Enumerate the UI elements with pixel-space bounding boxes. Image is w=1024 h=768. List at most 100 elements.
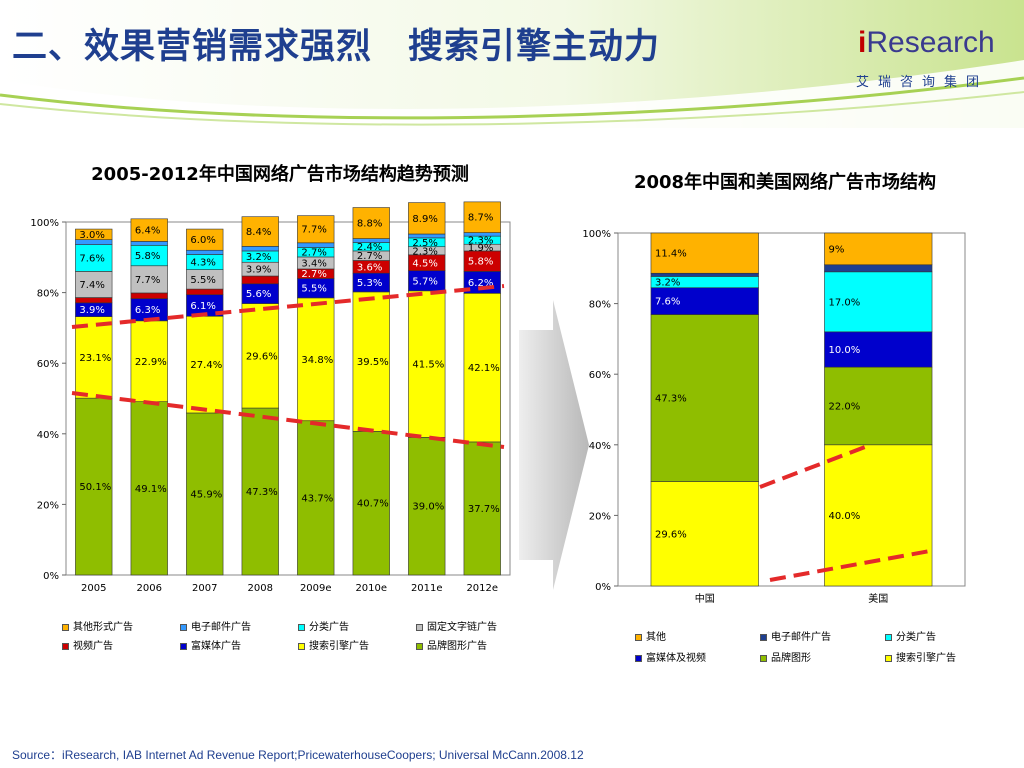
legend-label: 品牌图形 bbox=[771, 653, 811, 664]
bar-segment bbox=[75, 228, 113, 240]
data-label: 47.3% bbox=[246, 487, 278, 498]
legend-swatch bbox=[180, 623, 187, 631]
data-label: 43.7% bbox=[301, 493, 333, 504]
right-arrow-shape bbox=[519, 300, 589, 590]
data-label: 10.0% bbox=[828, 345, 860, 356]
legend-label: 分类广告 bbox=[896, 632, 936, 643]
right-stacked-bar-chart: 0% 20% 40% 60% 80% 100% 中国 美国 29.6% 47.3% 7.6% 3.2%… bbox=[582, 229, 966, 605]
left-chart-title: 2005-2012年中国网络广告市场结构趋势预测 bbox=[91, 164, 469, 185]
legend-swatch bbox=[885, 633, 892, 641]
bar-segment bbox=[130, 241, 168, 246]
legend-swatch bbox=[298, 623, 305, 631]
legend-swatch bbox=[62, 642, 69, 650]
bar-segment bbox=[408, 202, 446, 235]
legend-item: 富媒体广告 bbox=[180, 637, 241, 652]
data-label: 29.6% bbox=[655, 529, 687, 540]
y-tick-label: 100% bbox=[582, 229, 611, 240]
bar-segment bbox=[352, 207, 390, 239]
data-label: 6.2% bbox=[468, 278, 493, 289]
legend-item: 电子邮件广告 bbox=[180, 618, 251, 633]
data-label: 39.0% bbox=[412, 502, 444, 513]
logo-text: Research bbox=[866, 26, 995, 59]
x-tick-label: 2005 bbox=[81, 583, 106, 594]
bar-segment bbox=[824, 444, 933, 587]
data-label: 7.6% bbox=[655, 297, 680, 308]
upper-trend-line bbox=[71, 284, 505, 329]
bar-segment bbox=[241, 275, 279, 285]
legend-swatch bbox=[635, 654, 642, 662]
bar-segment bbox=[186, 228, 224, 251]
legend-label: 其他形式广告 bbox=[73, 622, 133, 633]
legend-swatch bbox=[416, 623, 423, 631]
bar-segment bbox=[824, 366, 933, 446]
bar-segment bbox=[650, 232, 759, 274]
data-label: 6.3% bbox=[135, 305, 160, 316]
legend-swatch bbox=[885, 654, 892, 662]
data-label: 2.3% bbox=[412, 246, 437, 257]
legend-item: 电子邮件广告 bbox=[760, 628, 831, 643]
bar-segment bbox=[186, 412, 224, 576]
legend-swatch bbox=[298, 642, 305, 650]
y-tick-label: 0% bbox=[595, 582, 611, 593]
data-label: 5.8% bbox=[468, 257, 493, 268]
legend-swatch bbox=[760, 654, 767, 662]
data-label: 6.1% bbox=[190, 301, 215, 312]
header-band bbox=[0, 0, 1024, 128]
bar-segment bbox=[352, 431, 390, 576]
source-note: Source：iResearch, IAB Internet Ad Revenu… bbox=[12, 748, 584, 762]
bar-segment bbox=[352, 291, 390, 432]
legend-item: 品牌图形 bbox=[760, 649, 811, 664]
y-tick-label: 20% bbox=[589, 511, 611, 522]
data-label: 7.4% bbox=[79, 280, 104, 291]
bar-segment bbox=[130, 401, 168, 576]
data-label: 39.5% bbox=[357, 357, 389, 368]
data-label: 4.3% bbox=[190, 258, 215, 269]
data-label: 1.9% bbox=[468, 243, 493, 254]
data-label: 2.4% bbox=[357, 242, 382, 253]
data-label: 8.8% bbox=[357, 219, 382, 230]
data-label: 49.1% bbox=[135, 484, 167, 495]
data-label: 5.5% bbox=[190, 275, 215, 286]
bar-segment bbox=[186, 288, 224, 296]
y-tick-label: 60% bbox=[37, 359, 59, 370]
data-label: 2.5% bbox=[412, 238, 437, 249]
data-label: 8.9% bbox=[412, 214, 437, 225]
data-label: 11.4% bbox=[655, 249, 687, 260]
legend-swatch bbox=[635, 633, 642, 641]
data-label: 2.7% bbox=[301, 248, 326, 259]
data-label: 5.7% bbox=[412, 276, 437, 287]
upper-trend-line bbox=[759, 445, 866, 489]
legend-label: 电子邮件广告 bbox=[191, 622, 251, 633]
bar-segment bbox=[463, 201, 501, 233]
data-label: 41.5% bbox=[412, 360, 444, 371]
bar-segment bbox=[130, 320, 168, 402]
right-chart-legend: 其他 电子邮件广告 分类广告 富媒体及视频 品牌图形 搜索引擎广告 bbox=[635, 628, 995, 664]
legend-item: 其他形式广告 bbox=[62, 618, 133, 633]
legend-label: 富媒体及视频 bbox=[646, 653, 706, 664]
left-stacked-bar-chart: 0% 20% 40% 60% 80% 100% 2005 2006 2007 2008 2009e 2… bbox=[30, 201, 511, 594]
data-label: 22.9% bbox=[135, 357, 167, 368]
legend-item: 其他 bbox=[635, 628, 666, 643]
data-label: 5.3% bbox=[357, 278, 382, 289]
x-tick-label: 2011e bbox=[411, 583, 443, 594]
x-tick-label: 2008 bbox=[248, 583, 273, 594]
data-label: 23.1% bbox=[79, 353, 111, 364]
legend-item: 品牌图形广告 bbox=[416, 637, 487, 652]
bar-segment bbox=[241, 407, 279, 576]
y-tick-label: 20% bbox=[37, 500, 59, 511]
lower-trend-line bbox=[71, 391, 505, 449]
data-label: 34.8% bbox=[301, 355, 333, 366]
x-tick-label: 2010e bbox=[355, 583, 387, 594]
data-label: 6.0% bbox=[190, 235, 215, 246]
data-label: 3.6% bbox=[357, 262, 382, 273]
data-label: 8.4% bbox=[246, 227, 271, 238]
x-tick-label: 2012e bbox=[466, 583, 498, 594]
bar-segment bbox=[130, 218, 168, 242]
legend-label: 固定文字链广告 bbox=[427, 622, 497, 633]
legend-item: 搜索引擎广告 bbox=[298, 637, 369, 652]
legend-label: 搜索引擎广告 bbox=[309, 641, 369, 652]
data-label: 3.9% bbox=[246, 265, 271, 276]
legend-swatch bbox=[416, 642, 423, 650]
data-label: 45.9% bbox=[190, 489, 222, 500]
data-label: 7.6% bbox=[79, 254, 104, 265]
